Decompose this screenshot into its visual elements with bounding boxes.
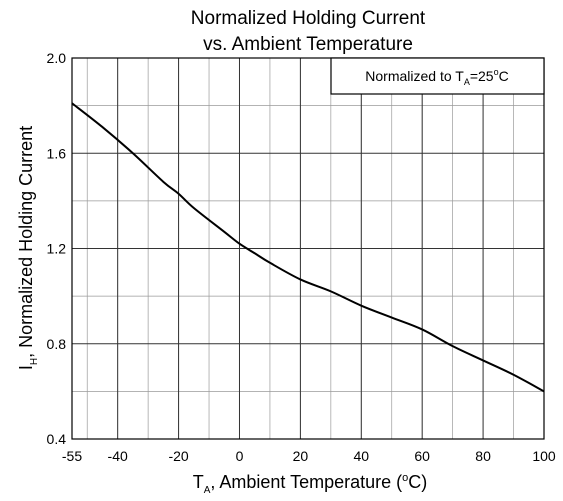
x-tick-label-2: -20 bbox=[168, 448, 188, 464]
annotation-text-main: Normalized to T bbox=[365, 68, 464, 84]
x-tick-label-8: 100 bbox=[532, 448, 556, 464]
x-axis-label-end: C) bbox=[408, 472, 427, 492]
y-tick-label-1: 0.8 bbox=[47, 336, 67, 352]
annotation-end: C bbox=[499, 68, 509, 84]
annotation-text: Normalized to TA=25oC bbox=[365, 67, 508, 87]
annotation-box bbox=[330, 57, 545, 95]
y-axis-label-sub: H bbox=[29, 358, 40, 365]
y-tick-label-4: 2.0 bbox=[47, 50, 67, 66]
x-tick-label-3: 0 bbox=[236, 448, 244, 464]
x-tick-labels: -55 -40 -20 0 20 40 60 80 100 bbox=[62, 448, 556, 464]
annotation-value: =25 bbox=[470, 68, 494, 84]
x-axis-label-sup: o bbox=[402, 472, 408, 484]
x-tick-label-5: 40 bbox=[354, 448, 370, 464]
annotation-sub: A bbox=[464, 77, 470, 87]
y-tick-label-0: 0.4 bbox=[47, 431, 67, 447]
y-tick-label-3: 1.6 bbox=[47, 145, 67, 161]
x-axis-label: TA, Ambient Temperature (oC) bbox=[193, 472, 428, 496]
chart-title-line-2: vs. Ambient Temperature bbox=[203, 34, 413, 55]
x-axis-label-rest: , Ambient Temperature ( bbox=[210, 472, 402, 492]
series-line-holding-current bbox=[71, 102, 545, 393]
x-tick-label-4: 20 bbox=[293, 448, 309, 464]
x-tick-label-7: 80 bbox=[475, 448, 491, 464]
y-axis-label-rest: , Normalized Holding Current bbox=[16, 126, 36, 358]
y-tick-label-2: 1.2 bbox=[47, 241, 67, 257]
x-tick-label-6: 60 bbox=[414, 448, 430, 464]
x-axis-label-sub: A bbox=[204, 485, 211, 496]
x-axis-label-main: T bbox=[193, 472, 204, 492]
y-axis-label-main: I bbox=[16, 365, 36, 370]
y-tick-labels: 0.4 0.8 1.2 1.6 2.0 bbox=[47, 50, 67, 447]
x-tick-label-1: -40 bbox=[108, 448, 128, 464]
x-tick-label-0: -55 bbox=[62, 448, 82, 464]
y-axis-label: IH, Normalized Holding Current bbox=[16, 126, 40, 370]
annotation-sup: o bbox=[494, 67, 499, 77]
chart-title-line-1: Normalized Holding Current bbox=[191, 8, 426, 29]
plot-frame bbox=[71, 57, 545, 440]
major-grid bbox=[72, 58, 544, 439]
